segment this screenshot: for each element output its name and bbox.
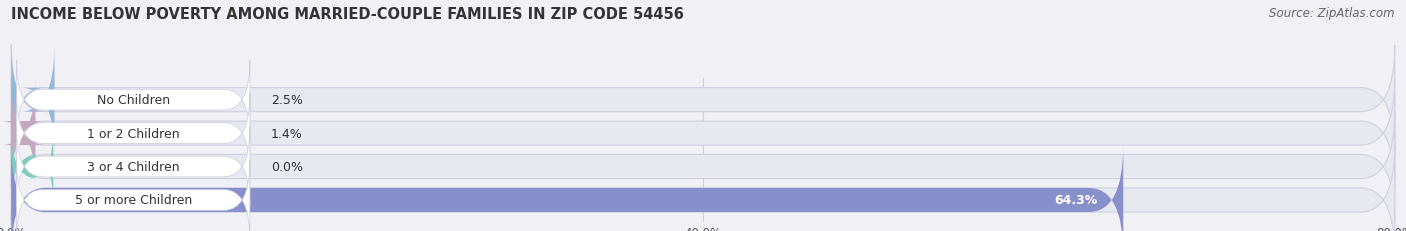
FancyBboxPatch shape [17, 127, 250, 207]
Text: INCOME BELOW POVERTY AMONG MARRIED-COUPLE FAMILIES IN ZIP CODE 54456: INCOME BELOW POVERTY AMONG MARRIED-COUPL… [11, 7, 685, 22]
Text: 64.3%: 64.3% [1054, 194, 1097, 207]
FancyBboxPatch shape [11, 129, 53, 205]
Text: 5 or more Children: 5 or more Children [75, 194, 191, 207]
FancyBboxPatch shape [11, 146, 1395, 231]
Text: 1 or 2 Children: 1 or 2 Children [87, 127, 180, 140]
FancyBboxPatch shape [17, 94, 250, 173]
FancyBboxPatch shape [11, 46, 1395, 155]
FancyBboxPatch shape [11, 79, 1395, 188]
FancyBboxPatch shape [11, 112, 1395, 222]
Text: 3 or 4 Children: 3 or 4 Children [87, 160, 180, 173]
Text: No Children: No Children [97, 94, 170, 107]
FancyBboxPatch shape [17, 61, 250, 140]
Text: 2.5%: 2.5% [271, 94, 302, 107]
FancyBboxPatch shape [17, 161, 250, 231]
Text: 0.0%: 0.0% [271, 160, 302, 173]
FancyBboxPatch shape [11, 46, 55, 155]
Text: 1.4%: 1.4% [271, 127, 302, 140]
FancyBboxPatch shape [1, 79, 46, 188]
FancyBboxPatch shape [11, 146, 1123, 231]
Text: Source: ZipAtlas.com: Source: ZipAtlas.com [1270, 7, 1395, 20]
